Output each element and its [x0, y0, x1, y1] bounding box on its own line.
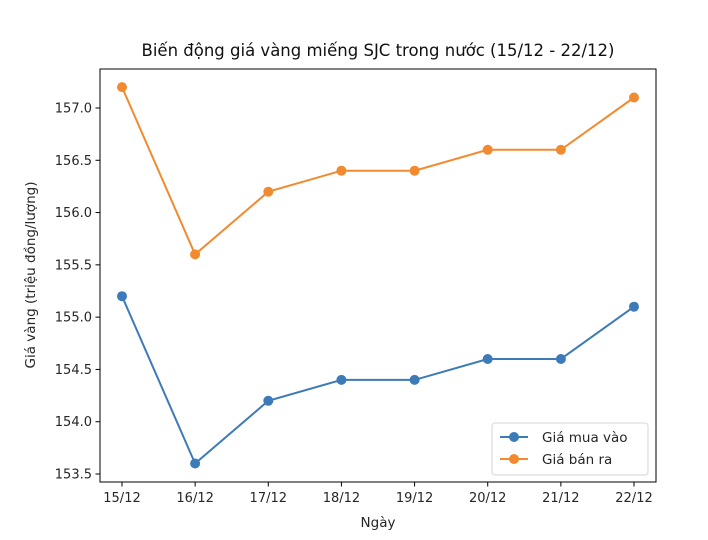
x-tick-label: 18/12 [323, 491, 360, 506]
data-point [629, 92, 639, 103]
data-point [190, 249, 201, 260]
y-tick-label: 157.0 [55, 102, 92, 117]
y-tick-label: 155.0 [55, 311, 92, 326]
y-axis: 153.5 154.0 154.5 155.0 155.5 156.0 156.5 157.0 [55, 102, 100, 483]
legend-label: Giá bán ra [542, 452, 612, 468]
x-tick-label: 17/12 [250, 491, 287, 506]
plot-area [99, 68, 657, 483]
x-tick-label: 15/12 [103, 491, 140, 506]
data-point [409, 374, 420, 385]
data-point [629, 301, 639, 312]
data-point [117, 291, 127, 302]
x-axis: 15/12 16/12 17/12 18/12 19/12 20/12 21/12 22/12 [103, 482, 653, 506]
data-point [482, 354, 493, 364]
data-point [555, 144, 566, 155]
data-point [336, 374, 347, 385]
x-axis-label: Ngày [361, 515, 396, 531]
axes-frame [99, 68, 657, 483]
chart-title: Biến động giá vàng miếng SJC trong nước … [142, 41, 615, 60]
series-sell [117, 82, 639, 260]
series-line [121, 295, 635, 466]
data-point [263, 186, 274, 197]
series-buy [117, 291, 639, 469]
y-axis-label: Giá vàng (triệu đồng/lượng) [22, 182, 39, 369]
x-tick-label: 19/12 [396, 491, 433, 506]
y-tick-label: 156.5 [55, 154, 92, 169]
legend-marker-icon [509, 454, 519, 464]
data-point [482, 144, 493, 155]
data-point [336, 165, 347, 176]
x-tick-label: 21/12 [542, 491, 579, 506]
data-point [190, 458, 201, 469]
legend-item-buy: Giá mua vào [500, 430, 628, 446]
y-tick-label: 155.5 [55, 258, 92, 273]
data-point [409, 165, 420, 176]
y-tick-label: 154.5 [55, 363, 92, 378]
x-tick-label: 16/12 [176, 491, 213, 506]
legend-label: Giá mua vào [542, 430, 628, 446]
data-point [117, 82, 127, 93]
data-point [263, 395, 274, 406]
x-tick-label: 22/12 [615, 491, 652, 506]
series-line [121, 86, 635, 257]
legend-marker-icon [509, 432, 519, 442]
y-tick-label: 153.5 [55, 468, 92, 483]
y-tick-label: 156.0 [55, 206, 92, 221]
legend-item-sell: Giá bán ra [500, 452, 612, 468]
data-point [555, 354, 566, 364]
legend-box [491, 422, 649, 476]
x-tick-label: 20/12 [469, 491, 506, 506]
y-tick-label: 154.0 [55, 415, 92, 430]
legend: Giá mua vào Giá bán ra [491, 422, 649, 476]
